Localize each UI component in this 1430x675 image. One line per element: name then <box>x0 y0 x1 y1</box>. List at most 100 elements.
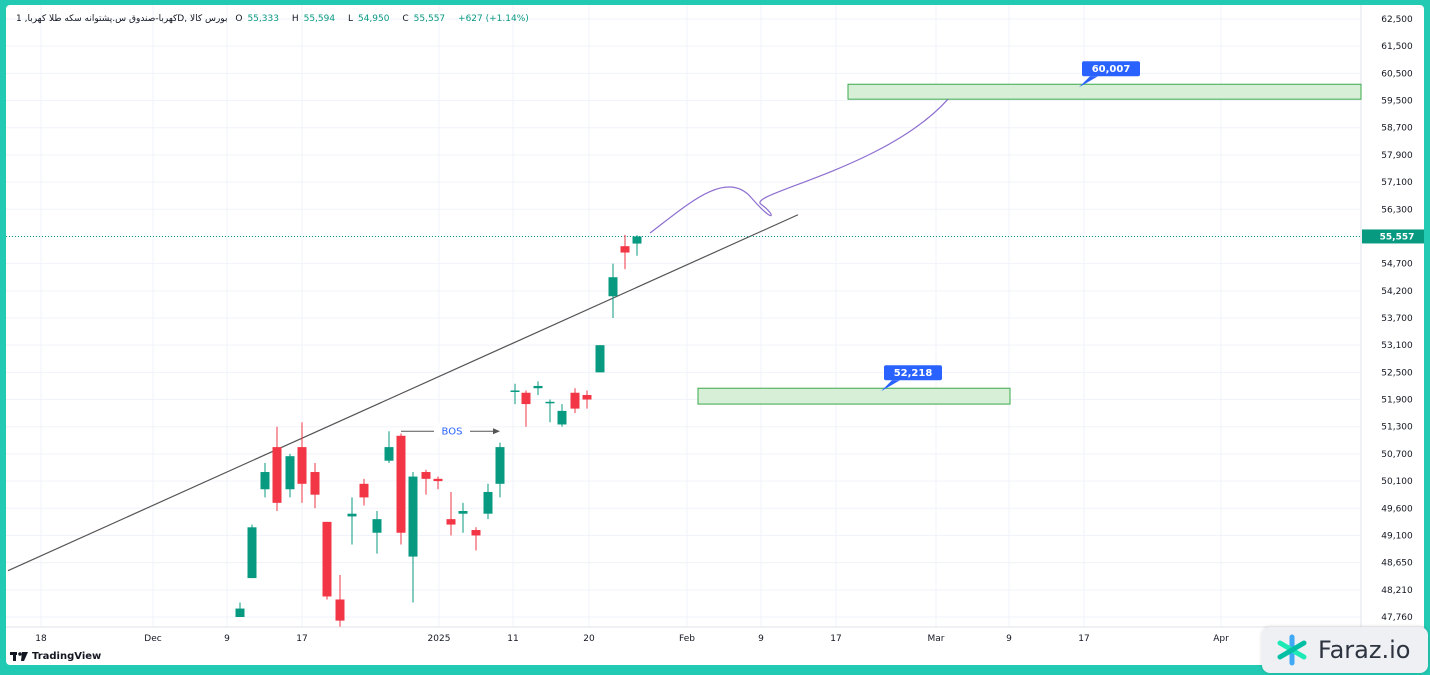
watermark-text: Faraz.io <box>1318 636 1411 664</box>
candle-body <box>533 385 543 389</box>
price-tick-label: 48,210 <box>1381 586 1413 596</box>
open-label: O <box>235 14 243 24</box>
watermark-badge: Faraz.io <box>1262 627 1428 673</box>
zone-price-label: 52,218 <box>894 368 933 379</box>
price-tick-label: 49,600 <box>1381 504 1413 514</box>
bos-label: BOS <box>442 426 463 437</box>
time-tick-label: 2025 <box>428 634 451 644</box>
price-tick-label: 53,700 <box>1381 314 1413 324</box>
candle-body <box>595 345 605 373</box>
candle-body <box>372 519 382 533</box>
candle-body <box>384 447 394 461</box>
zone-price-label-box <box>884 365 942 381</box>
candle-body <box>297 447 307 484</box>
chart-frame: 62,500 61,500 60,500 59,500 58,700 57,900 57,1… <box>6 5 1424 665</box>
candle-body <box>632 236 642 244</box>
price-tick-label: 48,650 <box>1381 559 1413 569</box>
price-tick-label: 61,500 <box>1381 42 1413 52</box>
low-value: 54,950 <box>357 14 390 24</box>
projection-path <box>649 98 949 234</box>
candle-body <box>335 599 345 621</box>
target-zone <box>697 387 1011 405</box>
candle-body <box>433 478 443 482</box>
high-label: H <box>291 14 299 24</box>
close-value: 55,557 <box>413 14 446 24</box>
bos-arrow <box>493 428 500 435</box>
candle-body <box>510 390 520 392</box>
price-tick-label: 54,700 <box>1381 260 1413 270</box>
time-tick-label: Feb <box>679 634 695 644</box>
candle-body <box>272 447 282 503</box>
candle-body <box>521 392 531 405</box>
time-tick-label: 17 <box>1078 634 1089 644</box>
price-tick-label: 50,700 <box>1381 450 1413 460</box>
price-tick-label: 58,700 <box>1381 124 1413 134</box>
star-logo-icon <box>1277 634 1307 666</box>
low-label: L <box>347 14 353 24</box>
trendline <box>7 214 799 572</box>
price-tick-label: 60,500 <box>1381 69 1413 79</box>
ohlc-legend: کهربا-صندوق س.پشتوانه سکه طلا کهربا, 1D,… <box>16 13 534 25</box>
tradingview-label: TradingView <box>32 651 102 662</box>
time-tick-label: 9 <box>1006 634 1012 644</box>
candle-body <box>620 246 630 253</box>
price-tick-label: 47,760 <box>1381 613 1413 623</box>
zone-price-label-pointer <box>1079 76 1098 88</box>
change-value: +627 (+1.14%) <box>458 14 529 24</box>
candle-body <box>471 530 481 536</box>
time-tick-label: 11 <box>507 634 518 644</box>
time-tick-label: 9 <box>224 634 230 644</box>
price-tick-label: 51,900 <box>1381 396 1413 406</box>
last-price-label-box <box>1362 229 1424 244</box>
candle-body <box>247 527 257 579</box>
high-value: 55,594 <box>303 14 336 24</box>
candle-body <box>557 410 567 425</box>
candle-body <box>310 472 320 495</box>
time-tick-label: 17 <box>296 634 307 644</box>
time-tick-label: 9 <box>758 634 764 644</box>
price-tick-label: 50,100 <box>1381 477 1413 487</box>
time-tick-label: 18 <box>35 634 47 644</box>
target-zone <box>847 83 1362 100</box>
candle-body <box>322 521 332 597</box>
price-tick-label: 59,500 <box>1381 97 1413 107</box>
candle-body <box>421 472 431 479</box>
candle-body <box>359 483 369 498</box>
zone-price-label: 60,007 <box>1092 64 1131 75</box>
time-tick-label: Dec <box>144 634 161 644</box>
time-tick-label: Mar <box>928 634 945 644</box>
zone-price-label-box <box>1082 61 1140 77</box>
candle-body <box>458 510 468 514</box>
candle-body <box>483 491 493 514</box>
bos-label-bg <box>434 423 470 438</box>
candle-body <box>408 476 418 557</box>
price-tick-label: 57,100 <box>1381 178 1413 188</box>
candle-body <box>260 472 270 490</box>
price-tick-label: 53,100 <box>1381 341 1413 351</box>
price-tick-label: 51,300 <box>1381 423 1413 433</box>
candle-body <box>285 456 295 490</box>
candlestick-chart[interactable]: 62,500 61,500 60,500 59,500 58,700 57,900 57,1… <box>6 5 1424 665</box>
price-tick-label: 57,900 <box>1381 151 1413 161</box>
tradingview-logo[interactable]: TradingView <box>10 651 101 662</box>
candle-body <box>446 519 456 525</box>
last-price-label: 55,557 <box>1380 232 1415 242</box>
time-tick-label: Apr <box>1213 634 1229 644</box>
candle-body <box>347 513 357 517</box>
close-label: C <box>402 14 409 24</box>
time-tick-label: 20 <box>583 634 595 644</box>
candle-body <box>235 608 245 617</box>
zone-price-label-pointer <box>881 380 900 392</box>
price-tick-label: 54,200 <box>1381 287 1413 297</box>
tradingview-icon <box>10 652 28 661</box>
candle-body <box>570 392 580 409</box>
price-tick-label: 56,300 <box>1381 205 1413 215</box>
open-value: 55,333 <box>247 14 279 24</box>
candle-body <box>582 395 592 400</box>
candle-body <box>495 447 505 484</box>
candle-body <box>545 401 555 404</box>
candle-body <box>608 277 618 297</box>
time-tick-label: 17 <box>830 634 841 644</box>
candle-body <box>396 435 406 533</box>
symbol-title: کهربا-صندوق س.پشتوانه سکه طلا کهربا, 1D,… <box>16 14 228 24</box>
